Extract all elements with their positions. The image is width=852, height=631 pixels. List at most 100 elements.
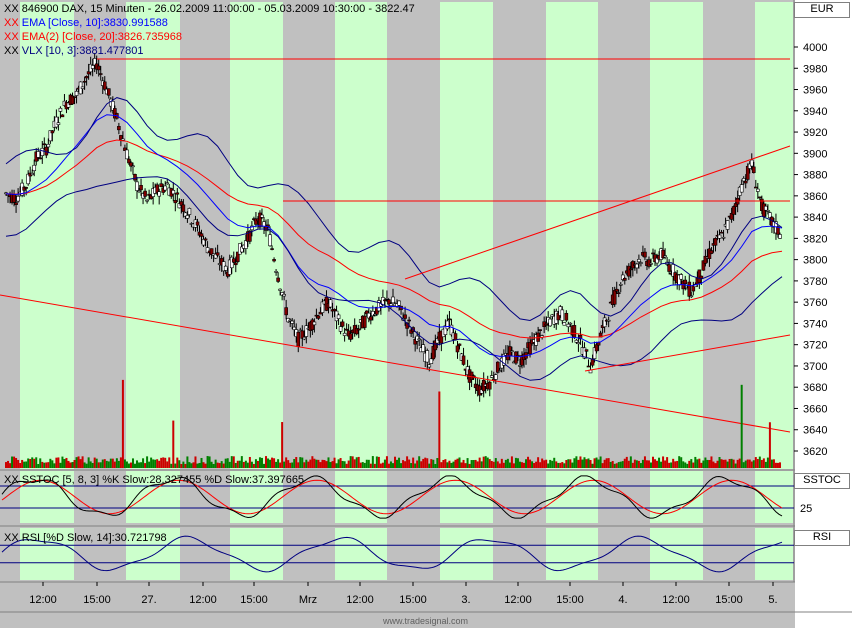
candle-body <box>717 234 722 239</box>
volume-bar <box>643 456 646 468</box>
volume-bar <box>204 463 207 468</box>
candle-body <box>391 296 395 304</box>
volume-bar <box>369 463 372 468</box>
candle-body <box>26 173 30 185</box>
volume-bar <box>158 460 161 468</box>
volume-bar <box>615 463 618 468</box>
volume-bar <box>91 462 94 468</box>
volume-bar <box>734 463 737 468</box>
volume-bar <box>321 459 324 468</box>
volume-bar <box>652 456 655 468</box>
y-tick-label: 3700 <box>803 361 827 373</box>
xx-marker[interactable]: XX <box>4 474 19 486</box>
volume-bar <box>230 456 233 468</box>
candle-body <box>733 203 738 207</box>
volume-bar <box>436 458 439 468</box>
x-tick-label: 12:00 <box>346 594 374 606</box>
volume-bar <box>283 461 286 468</box>
xx-marker[interactable]: XX <box>4 532 19 544</box>
vlx-legend[interactable]: XX VLX [10, 3]:3881.477801 <box>4 45 143 57</box>
candle-body <box>111 101 115 111</box>
candle-body <box>455 345 460 353</box>
volume-bar <box>160 457 163 468</box>
ema20-legend[interactable]: XX EMA(2) [Close, 20]:3826.735968 <box>4 31 182 43</box>
volume-bar <box>31 457 34 468</box>
candle-body <box>223 265 228 271</box>
candle-body <box>264 226 268 231</box>
volume-bar <box>129 462 132 468</box>
candle-body <box>129 162 133 167</box>
rsi-legend[interactable]: XX RSI [%D Slow, 14]:30.721798 <box>4 532 167 544</box>
volume-bar <box>339 458 342 468</box>
volume-bar <box>543 460 546 468</box>
session-band-3-1 <box>335 471 387 523</box>
xx-marker[interactable]: XX <box>4 3 19 15</box>
volume-bar <box>105 460 108 468</box>
volume-bar <box>722 459 725 468</box>
session-band-4-2 <box>440 528 493 580</box>
volume-bar <box>277 459 280 468</box>
y-tick-label: 3980 <box>803 63 827 75</box>
volume-bar <box>533 463 536 468</box>
xx-marker[interactable]: XX <box>4 45 19 57</box>
volume-bar <box>174 463 177 468</box>
volume-bar <box>182 461 185 468</box>
candle-body <box>635 263 639 269</box>
volume-bar <box>704 457 707 468</box>
session-band-1-2 <box>126 528 180 580</box>
volume-bar <box>430 459 433 468</box>
volume-bar <box>289 462 292 468</box>
volume-bar <box>7 460 10 468</box>
volume-bar <box>297 462 300 468</box>
volume-bar <box>478 457 481 468</box>
volume-bar <box>716 460 719 468</box>
candle-body <box>209 248 214 255</box>
volume-bar <box>5 462 7 468</box>
candle-body <box>137 190 141 193</box>
volume-bar <box>311 456 314 468</box>
volume-bar <box>387 463 390 468</box>
candle-body <box>133 174 137 181</box>
volume-bar <box>99 462 102 468</box>
volume-bar <box>736 459 739 468</box>
candle-body <box>766 210 770 212</box>
sstoc-legend[interactable]: XX SSTOC [5, 8, 3] %K Slow:28.327455 %D … <box>4 474 304 486</box>
volume-bar <box>545 459 548 468</box>
volume-bar <box>672 458 675 468</box>
volume-bar <box>140 462 143 468</box>
candle-body <box>622 277 627 281</box>
volume-bar <box>486 457 489 468</box>
y-tick-label: 3740 <box>803 318 827 330</box>
volume-bar <box>63 459 66 468</box>
xx-marker[interactable]: XX <box>4 31 19 43</box>
volume-bar <box>83 462 86 468</box>
volume-bar <box>537 457 540 468</box>
trendline-2 <box>584 334 791 372</box>
xx-marker[interactable]: XX <box>4 17 19 29</box>
candle-body <box>745 165 750 180</box>
candle-body <box>683 279 688 285</box>
volume-bar <box>287 460 290 468</box>
x-tick-label: 3. <box>461 594 470 606</box>
candle-body <box>203 238 208 241</box>
volume-bar <box>67 460 70 468</box>
volume-bar <box>516 458 519 468</box>
candle-body <box>679 274 684 280</box>
candle-body <box>612 290 617 305</box>
volume-bar <box>418 456 421 468</box>
candle-body <box>139 185 143 191</box>
volume-bar <box>385 456 388 468</box>
volume-bar <box>17 459 20 468</box>
volume-bar <box>619 461 622 468</box>
sstoc-d-line <box>1 479 783 515</box>
candle-body <box>268 234 272 247</box>
candle-body <box>288 319 292 322</box>
candle-body <box>582 347 587 359</box>
volume-bar <box>323 460 326 468</box>
ema10-legend[interactable]: XX EMA [Close, 10]:3830.991588 <box>4 17 168 29</box>
y-tick-label: 3820 <box>803 233 827 245</box>
volume-bar <box>754 457 757 468</box>
candle-body <box>181 204 186 212</box>
candle-body <box>385 297 389 300</box>
